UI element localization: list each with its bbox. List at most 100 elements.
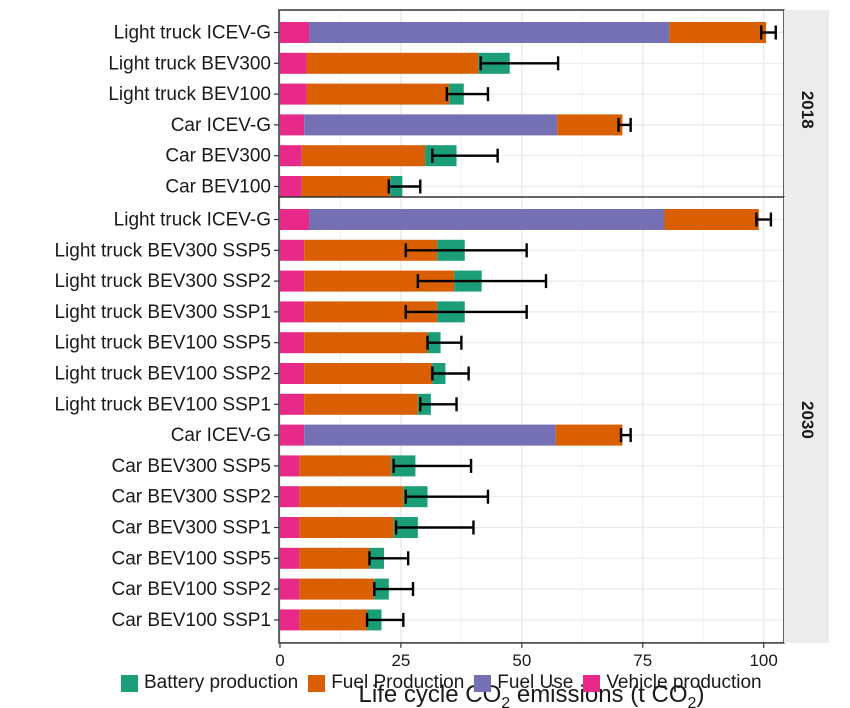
category-label: Light truck ICEV-G bbox=[114, 23, 271, 44]
category-label: Car BEV300 bbox=[165, 146, 271, 167]
category-label: Light truck BEV100 SSP5 bbox=[54, 333, 271, 354]
category-label: Car BEV100 SSP2 bbox=[112, 579, 271, 600]
bar-segment-vehicle-production bbox=[280, 209, 310, 230]
bar-segment-vehicle-production bbox=[280, 455, 300, 477]
bar-segment-vehicle-production bbox=[280, 114, 305, 136]
error-bar bbox=[404, 304, 528, 319]
x-axis-title-part: 2 bbox=[688, 695, 697, 708]
bar-segment-vehicle-production bbox=[280, 486, 300, 508]
category-label: Car BEV100 SSP5 bbox=[112, 548, 271, 569]
error-bar bbox=[404, 243, 528, 258]
error-bar bbox=[368, 551, 410, 566]
error-bar bbox=[431, 148, 499, 163]
x-tick-label: 50 bbox=[512, 651, 531, 670]
legend-item: Vehicle production bbox=[583, 672, 762, 694]
bar-segment-fuel-production bbox=[664, 209, 759, 230]
x-tick-label: 25 bbox=[391, 651, 410, 670]
category-label: Car BEV300 SSP5 bbox=[112, 456, 271, 477]
bar-segment-vehicle-production bbox=[280, 239, 305, 261]
category-label: Car ICEV-G bbox=[171, 425, 271, 446]
bar-segment-fuel-production bbox=[306, 83, 450, 105]
bar-segment-vehicle-production bbox=[280, 22, 310, 43]
bar-segment-vehicle-production bbox=[280, 547, 300, 569]
panel-2030: Light truck ICEV-G Light truck BEV300 SSP… bbox=[54, 196, 829, 644]
legend-swatch bbox=[121, 674, 138, 692]
error-bar bbox=[392, 458, 473, 473]
category-label: Light truck BEV100 SSP2 bbox=[54, 364, 271, 385]
error-bar bbox=[426, 335, 463, 350]
bar-segment-fuel-production bbox=[299, 517, 394, 538]
legend: Battery production Fuel Production Fuel Us… bbox=[121, 670, 766, 696]
bar-segment-fuel-production bbox=[304, 301, 438, 323]
error-bar bbox=[431, 366, 470, 381]
category-label: Car BEV300 SSP1 bbox=[112, 518, 271, 539]
legend-swatch bbox=[583, 674, 601, 692]
legend-label: Vehicle production bbox=[606, 672, 762, 693]
panel-2018: Light truck ICEV-G Light truck BEV300 Ligh… bbox=[108, 9, 829, 211]
error-bar bbox=[617, 117, 632, 132]
bar-segment-fuel-use bbox=[304, 114, 558, 136]
bar-segment-vehicle-production bbox=[280, 578, 300, 600]
category-label: Car BEV300 SSP2 bbox=[112, 487, 271, 508]
x-tick-label: 75 bbox=[633, 651, 652, 670]
bar-segment-vehicle-production bbox=[280, 176, 302, 197]
error-bar bbox=[387, 179, 422, 194]
legend-swatch bbox=[474, 674, 492, 692]
error-bar bbox=[373, 582, 415, 597]
legend-label: Battery production bbox=[144, 672, 299, 693]
category-label: Light truck BEV100 SSP1 bbox=[54, 394, 271, 415]
bar-segment-fuel-production bbox=[557, 114, 623, 136]
legend-item: Fuel Use bbox=[474, 672, 573, 694]
error-bar bbox=[479, 56, 560, 71]
facet-strip-label: 2030 bbox=[798, 401, 817, 439]
bar-segment-fuel-production bbox=[304, 239, 438, 261]
category-label: Light truck BEV300 SSP2 bbox=[54, 271, 271, 292]
bar-segment-vehicle-production bbox=[280, 332, 305, 354]
error-bar bbox=[419, 397, 458, 412]
error-bar bbox=[394, 520, 475, 535]
bar-segment-fuel-use bbox=[304, 424, 556, 446]
bar-segment-fuel-production bbox=[304, 270, 455, 292]
error-bar bbox=[619, 428, 632, 443]
category-label: Car BEV100 SSP1 bbox=[112, 610, 271, 631]
bar-segment-vehicle-production bbox=[280, 393, 305, 415]
legend-label: Fuel Production bbox=[331, 672, 465, 693]
bar-segment-vehicle-production bbox=[280, 517, 300, 538]
category-label: Light truck BEV300 bbox=[108, 53, 271, 74]
error-bar bbox=[760, 25, 777, 40]
bar-segment-fuel-production bbox=[304, 393, 418, 415]
category-label: Car BEV100 bbox=[165, 177, 271, 198]
bar-segment-fuel-production bbox=[304, 332, 428, 354]
bar-segment-vehicle-production bbox=[280, 301, 305, 323]
bar-segment-vehicle-production bbox=[280, 83, 307, 105]
bar-segment-fuel-production bbox=[301, 145, 426, 167]
bar-segment-vehicle-production bbox=[280, 609, 300, 631]
bar-segment-fuel-production bbox=[301, 176, 391, 197]
error-bar bbox=[755, 212, 773, 227]
bar-segment-vehicle-production bbox=[280, 52, 307, 74]
error-bar bbox=[445, 87, 490, 102]
x-axis-title-part: ) bbox=[696, 681, 704, 708]
bar-segment-vehicle-production bbox=[280, 270, 305, 292]
bar-segment-fuel-production bbox=[299, 609, 368, 631]
bar-segment-fuel-production bbox=[299, 455, 392, 477]
facet-strip bbox=[784, 197, 829, 643]
legend-item: Fuel Production bbox=[308, 672, 464, 694]
bar-segment-fuel-production bbox=[669, 22, 767, 43]
facet-strip bbox=[784, 10, 829, 210]
bar-segment-fuel-production bbox=[304, 363, 433, 384]
legend-label: Fuel Use bbox=[497, 672, 574, 693]
bar-segment-fuel-production bbox=[299, 486, 404, 508]
facet-strip-label: 2018 bbox=[798, 91, 817, 129]
bar-segment-fuel-use bbox=[309, 22, 670, 43]
bar-segment-fuel-production bbox=[299, 547, 370, 569]
bar-segment-vehicle-production bbox=[280, 363, 305, 384]
category-label: Light truck ICEV-G bbox=[114, 210, 271, 231]
x-tick-label: 100 bbox=[749, 651, 777, 670]
category-label: Light truck BEV300 SSP1 bbox=[54, 302, 271, 323]
legend-item: Battery production bbox=[121, 672, 298, 694]
error-bar bbox=[404, 489, 490, 504]
category-label: Light truck BEV100 bbox=[108, 84, 271, 105]
error-bar bbox=[365, 612, 405, 627]
